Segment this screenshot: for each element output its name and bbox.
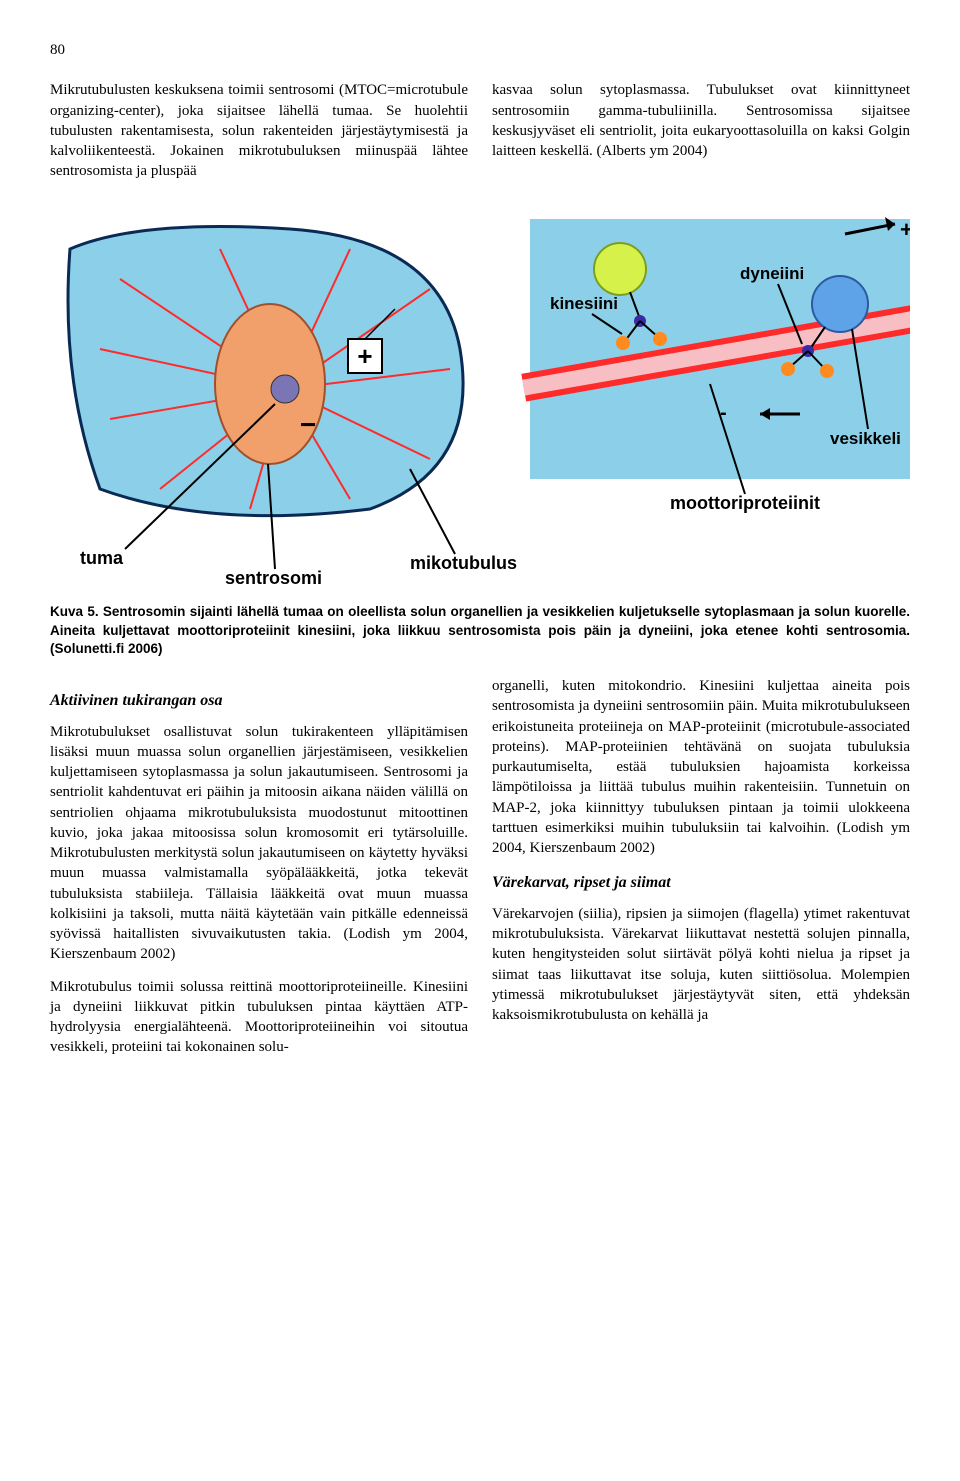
subhead-varekarvat: Värekarvat, ripset ja siimat (492, 872, 910, 894)
minus-label: − (300, 409, 316, 440)
figure-right-panel: + - (521, 217, 910, 513)
figure-left-panel: + − tuma sentrosomi mikotubulus (68, 227, 517, 589)
label-kinesiini: kinesiini (550, 294, 618, 313)
top-paragraph-right: kasvaa solun sytoplasmassa. Tubulukset o… (492, 80, 910, 161)
subhead-aktiivinen: Aktiivinen tukirangan osa (50, 690, 468, 712)
label-vesikkeli: vesikkeli (830, 429, 901, 448)
label-moottoriproteiinit: moottoriproteiinit (670, 493, 820, 513)
bottom-p2: Mikrotubulus toimii solussa reittinä moo… (50, 977, 468, 1058)
label-dyneiini: dyneiini (740, 264, 804, 283)
figure-5: + − tuma sentrosomi mikotubulus + (50, 209, 910, 658)
label-tuma: tuma (80, 548, 124, 568)
figure-5-caption: Kuva 5. Sentrosomin sijainti lähellä tum… (50, 603, 910, 658)
figure-5-svg: + − tuma sentrosomi mikotubulus + (50, 209, 910, 589)
bottom-p1: Mikrotubulukset osallistuvat solun tukir… (50, 722, 468, 965)
bottom-p3: organelli, kuten mitokondrio. Kinesiini … (492, 676, 910, 858)
plus-label: + (357, 341, 372, 371)
top-text-columns: Mikrutubulusten keskuksena toimii sentro… (50, 80, 910, 183)
label-mikrotubulus: mikotubulus (410, 553, 517, 573)
bottom-p4: Värekarvojen (siilia), ripsien ja siimoj… (492, 904, 910, 1026)
page-number: 80 (50, 40, 910, 60)
label-sentrosomi: sentrosomi (225, 568, 322, 588)
top-paragraph-left: Mikrutubulusten keskuksena toimii sentro… (50, 80, 468, 181)
plus-end: + (900, 217, 910, 242)
bottom-text-columns: Aktiivinen tukirangan osa Mikrotubulukse… (50, 676, 910, 1058)
